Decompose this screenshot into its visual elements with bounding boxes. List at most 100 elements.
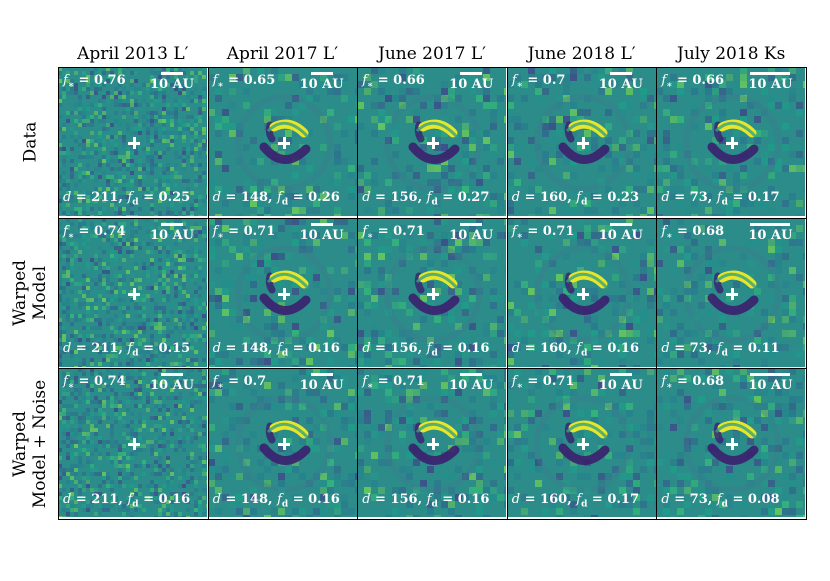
scale-bar: 10 AU [297, 222, 347, 243]
scale-bar: 10 AU [147, 72, 197, 92]
star-position-marker [726, 137, 739, 149]
star-position-marker [726, 287, 739, 300]
panel-image [357, 67, 507, 216]
column-title: June 2017 L′ [378, 44, 486, 64]
distance-fd-label: d = 73, fd = 0.17 [661, 190, 780, 208]
panel-image [58, 217, 207, 367]
distance-fd-label: d = 211, fd = 0.25 [63, 190, 191, 208]
distance-fd-label: d = 160, fd = 0.16 [511, 341, 640, 359]
panel-image [207, 67, 357, 216]
distance-fd-label: d = 156, fd = 0.16 [362, 341, 490, 359]
scale-bar-label: 10 AU [748, 227, 793, 243]
scale-bar-label: 10 AU [299, 378, 344, 394]
row-label: Warped Model [10, 259, 51, 326]
scale-bar-label: 10 AU [598, 378, 643, 394]
star-position-marker [427, 438, 440, 451]
scale-bar: 10 AU [446, 373, 496, 393]
panel-image [357, 368, 507, 518]
star-position-marker [576, 137, 589, 149]
panel-image [506, 67, 656, 216]
fstar-label: f∗ = 0.71 [362, 374, 425, 392]
fstar-label: f∗ = 0.71 [212, 223, 276, 242]
distance-fd-label: d = 160, fd = 0.17 [511, 491, 640, 510]
panel-image [656, 368, 806, 518]
scale-bar: 10 AU [745, 373, 795, 393]
star-position-marker [128, 137, 140, 149]
image-panel: f∗ = 0.71 10 AU d = 160, fd = 0.16 [506, 217, 656, 367]
image-panel: f∗ = 0.71 10 AU d = 156, fd = 0.16 [357, 368, 507, 518]
column-title: June 2018 L′ [527, 44, 636, 64]
star-position-marker [277, 287, 290, 300]
scale-bar: 10 AU [147, 222, 197, 243]
distance-fd-label: d = 211, fd = 0.15 [63, 341, 191, 359]
panel-image [58, 67, 207, 216]
scale-bar: 10 AU [745, 72, 795, 92]
image-panel: f∗ = 0.68 10 AU d = 73, fd = 0.11 [656, 217, 806, 367]
fstar-label: f∗ = 0.71 [511, 374, 575, 392]
panel-image [207, 217, 357, 367]
row-label: Warped Model + Noise [10, 379, 51, 508]
fstar-label: f∗ = 0.68 [661, 223, 725, 242]
fstar-label: f∗ = 0.74 [63, 374, 126, 392]
fstar-label: f∗ = 0.66 [362, 73, 425, 91]
distance-fd-label: d = 160, fd = 0.23 [511, 190, 640, 208]
column-title: April 2017 L′ [226, 44, 339, 64]
star-position-marker [128, 287, 140, 300]
column-title: April 2013 L′ [77, 44, 189, 64]
distance-fd-label: d = 148, fd = 0.16 [212, 341, 340, 359]
image-panel: f∗ = 0.76 10 AU d = 211, fd = 0.25 [58, 67, 207, 216]
image-panel: f∗ = 0.66 10 AU d = 73, fd = 0.17 [656, 67, 806, 216]
fstar-label: f∗ = 0.7 [511, 73, 566, 91]
star-position-marker [726, 438, 739, 451]
fstar-label: f∗ = 0.74 [63, 223, 126, 242]
image-panel: f∗ = 0.66 10 AU d = 156, fd = 0.27 [357, 67, 507, 216]
panel-image [58, 368, 207, 518]
scale-bar-label: 10 AU [748, 77, 793, 92]
image-panel: f∗ = 0.65 10 AU d = 148, fd = 0.26 [207, 67, 357, 216]
star-position-marker [277, 438, 290, 451]
panel-image [506, 217, 656, 367]
row-label: Data [19, 121, 40, 163]
fstar-label: f∗ = 0.66 [661, 73, 725, 91]
scale-bar-label: 10 AU [598, 227, 643, 243]
distance-fd-label: d = 148, fd = 0.16 [212, 491, 340, 510]
scale-bar-label: 10 AU [299, 77, 344, 92]
scale-bar: 10 AU [596, 72, 646, 92]
distance-fd-label: d = 156, fd = 0.16 [362, 491, 490, 510]
distance-fd-label: d = 211, fd = 0.16 [63, 491, 191, 510]
scale-bar-label: 10 AU [149, 378, 195, 394]
scale-bar: 10 AU [147, 373, 197, 393]
scale-bar-label: 10 AU [299, 227, 344, 243]
distance-fd-label: d = 73, fd = 0.11 [661, 341, 780, 359]
scale-bar-label: 10 AU [449, 77, 494, 92]
scale-bar: 10 AU [745, 222, 795, 243]
fstar-label: f∗ = 0.71 [362, 223, 425, 242]
column-title: July 2018 Ks [677, 44, 786, 64]
scale-bar: 10 AU [297, 373, 347, 393]
distance-fd-label: d = 148, fd = 0.26 [212, 190, 340, 208]
scale-bar: 10 AU [446, 222, 496, 243]
scale-bar-label: 10 AU [449, 227, 494, 243]
image-panel: f∗ = 0.71 10 AU d = 160, fd = 0.17 [506, 368, 656, 518]
distance-fd-label: d = 156, fd = 0.27 [362, 190, 490, 208]
fstar-label: f∗ = 0.68 [661, 374, 725, 392]
scale-bar-label: 10 AU [149, 77, 195, 92]
fstar-label: f∗ = 0.76 [63, 73, 126, 91]
panel-image [656, 217, 806, 367]
fstar-label: f∗ = 0.71 [511, 223, 575, 242]
star-position-marker [427, 287, 440, 300]
scale-bar-label: 10 AU [748, 378, 793, 394]
scale-bar-label: 10 AU [149, 227, 195, 243]
fstar-label: f∗ = 0.65 [212, 73, 276, 91]
scale-bar: 10 AU [596, 222, 646, 243]
scale-bar: 10 AU [297, 72, 347, 92]
image-panel: f∗ = 0.74 10 AU d = 211, fd = 0.15 [58, 217, 207, 367]
image-panel: f∗ = 0.71 10 AU d = 156, fd = 0.16 [357, 217, 507, 367]
panel-image [506, 368, 656, 518]
image-panel: f∗ = 0.68 10 AU d = 73, fd = 0.08 [656, 368, 806, 518]
panel-image [656, 67, 806, 216]
distance-fd-label: d = 73, fd = 0.08 [661, 491, 780, 510]
star-position-marker [576, 438, 589, 451]
panel-image [357, 217, 507, 367]
